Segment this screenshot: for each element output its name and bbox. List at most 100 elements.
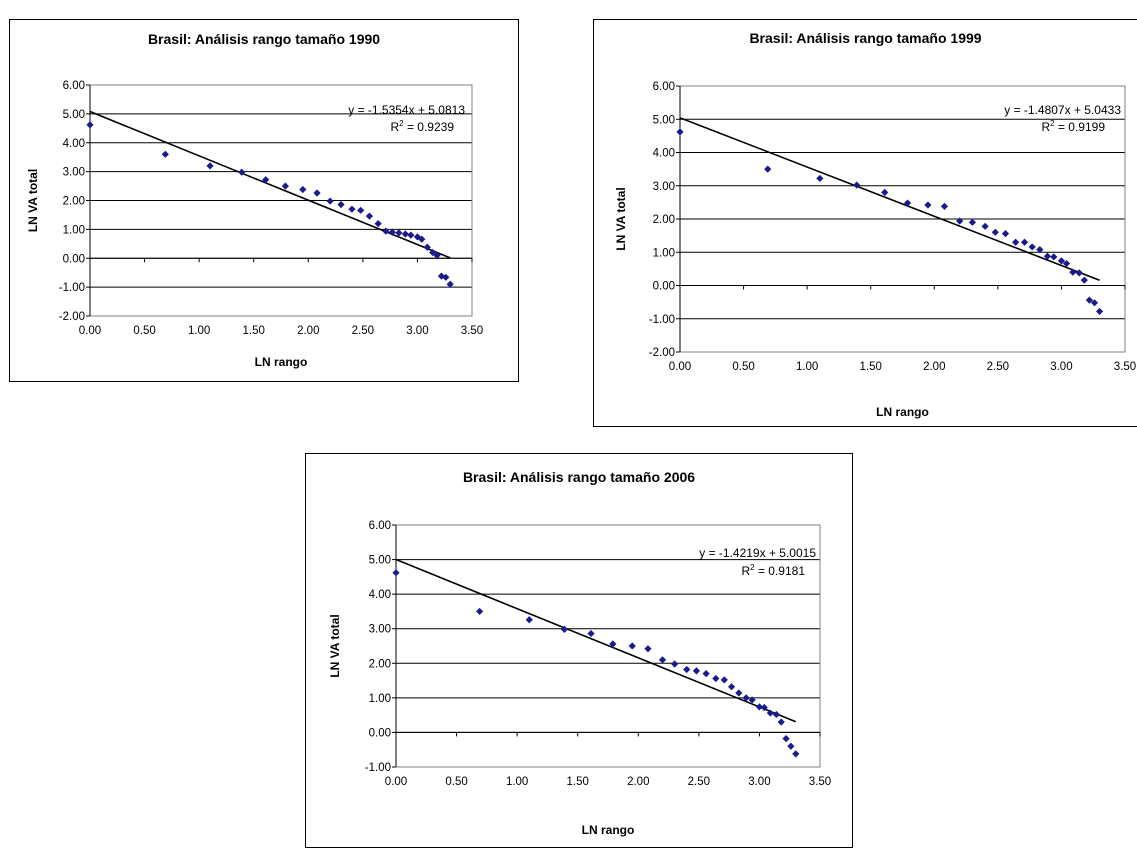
- data-point: [881, 188, 889, 196]
- x-axis-label: LN rango: [876, 405, 929, 419]
- data-point: [1095, 307, 1104, 316]
- data-point: [326, 197, 334, 205]
- data-point: [281, 182, 289, 190]
- chart-1999-svg: Brasil: Análisis rango tamaño 1999 6.00 5.…: [614, 30, 1136, 419]
- data-point: [676, 128, 684, 136]
- data-point: [374, 220, 382, 228]
- trendline-r-squared: R2 = 0.9181: [741, 563, 805, 578]
- data-point: [1050, 253, 1058, 261]
- data-point: [792, 750, 800, 758]
- y-tick-label: 2.00: [653, 214, 675, 226]
- data-point: [407, 231, 415, 239]
- data-point: [787, 742, 795, 750]
- y-tick-label: -1.00: [365, 762, 391, 774]
- y-tick-label: 0.00: [369, 727, 391, 739]
- y-tick-label: 2.00: [369, 658, 391, 670]
- chart-title: Brasil: Análisis rango tamaño 1999: [749, 30, 981, 46]
- data-point: [1085, 296, 1093, 304]
- x-tick-label: 1.50: [860, 361, 882, 373]
- data-point: [956, 217, 964, 225]
- data-point: [816, 174, 824, 183]
- data-point: [1012, 238, 1020, 246]
- data-point: [853, 181, 861, 189]
- y-tick-label: 6.00: [653, 81, 675, 93]
- chart-1990: Brasil: Análisis rango tamaño 1990 6.00 5.…: [9, 19, 519, 382]
- data-point: [388, 228, 396, 236]
- chart-1990-svg: Brasil: Análisis rango tamaño 1990 6.00 5.…: [26, 31, 483, 369]
- x-tick-label: 1.50: [243, 325, 265, 337]
- trendline: [679, 117, 1100, 282]
- data-point: [702, 670, 710, 678]
- y-tick-label: 0.00: [653, 281, 675, 293]
- x-tick-label: 3.00: [406, 325, 428, 337]
- data-point: [1069, 268, 1077, 276]
- data-point: [392, 569, 400, 577]
- data-point: [475, 607, 484, 616]
- data-point: [766, 709, 774, 717]
- x-tick-label: 0.00: [669, 361, 691, 373]
- y-tick-label: 5.00: [63, 109, 85, 121]
- x-axis-label: LN rango: [255, 355, 308, 369]
- data-point: [1036, 245, 1044, 254]
- x-tick-label: 1.50: [567, 776, 589, 788]
- data-point: [772, 710, 780, 719]
- data-point: [755, 703, 764, 711]
- y-tick-label: 0.00: [63, 253, 85, 265]
- data-point: [968, 218, 977, 226]
- x-tick-label: 2.50: [688, 776, 710, 788]
- data-point: [429, 248, 437, 257]
- data-point: [712, 674, 720, 683]
- data-point: [748, 696, 756, 704]
- data-point: [206, 162, 214, 170]
- data-point: [609, 640, 617, 648]
- y-tick-label: -1.00: [649, 314, 675, 326]
- y-tick-label: 4.00: [369, 589, 391, 601]
- x-tick-label: 1.00: [506, 776, 528, 788]
- y-tick-label: 5.00: [653, 114, 675, 126]
- y-axis-label: LN VA total: [328, 614, 342, 677]
- y-tick-label: -2.00: [59, 311, 85, 323]
- y-tick-label: -2.00: [649, 347, 675, 359]
- y-tick-label: 6.00: [369, 520, 391, 532]
- y-tick-label: 3.00: [63, 167, 85, 179]
- y-tick-label: 3.00: [653, 181, 675, 193]
- x-tick-label: 2.00: [627, 776, 649, 788]
- data-point: [161, 150, 169, 158]
- data-point: [671, 660, 679, 668]
- data-point: [782, 735, 790, 743]
- data-point: [683, 665, 691, 674]
- x-tick-label: 2.00: [923, 361, 945, 373]
- y-tick-label: 1.00: [653, 247, 675, 259]
- x-tick-label: 3.50: [1114, 361, 1136, 373]
- data-point: [86, 121, 94, 129]
- y-tick-label: 1.00: [63, 224, 85, 236]
- data-point: [777, 718, 785, 726]
- data-point: [395, 229, 403, 237]
- x-tick-label: 0.50: [445, 776, 467, 788]
- data-point: [981, 222, 989, 230]
- data-point: [442, 273, 450, 281]
- data-point: [401, 230, 410, 238]
- trendline-r-squared: R2 = 0.9199: [1041, 119, 1105, 134]
- x-tick-label: 0.00: [79, 325, 101, 337]
- data-point: [446, 280, 454, 288]
- y-tick-label: 4.00: [653, 148, 675, 160]
- data-point: [1080, 276, 1088, 284]
- data-point: [628, 642, 636, 650]
- trendline-equation: y = -1.5354x + 5.0813: [348, 103, 465, 117]
- data-point: [903, 199, 912, 207]
- data-point: [238, 168, 246, 176]
- y-axis-label: LN VA total: [614, 187, 628, 250]
- data-point: [433, 251, 441, 259]
- data-point: [382, 227, 390, 235]
- y-tick-label: 6.00: [63, 80, 85, 92]
- data-point: [658, 656, 667, 664]
- data-point: [727, 683, 736, 691]
- x-tick-label: 3.50: [461, 325, 483, 337]
- data-point: [735, 689, 743, 697]
- data-point: [1028, 243, 1036, 251]
- x-tick-label: 2.00: [297, 325, 319, 337]
- y-tick-label: 4.00: [63, 138, 85, 150]
- data-point: [924, 201, 932, 209]
- data-point: [644, 645, 652, 653]
